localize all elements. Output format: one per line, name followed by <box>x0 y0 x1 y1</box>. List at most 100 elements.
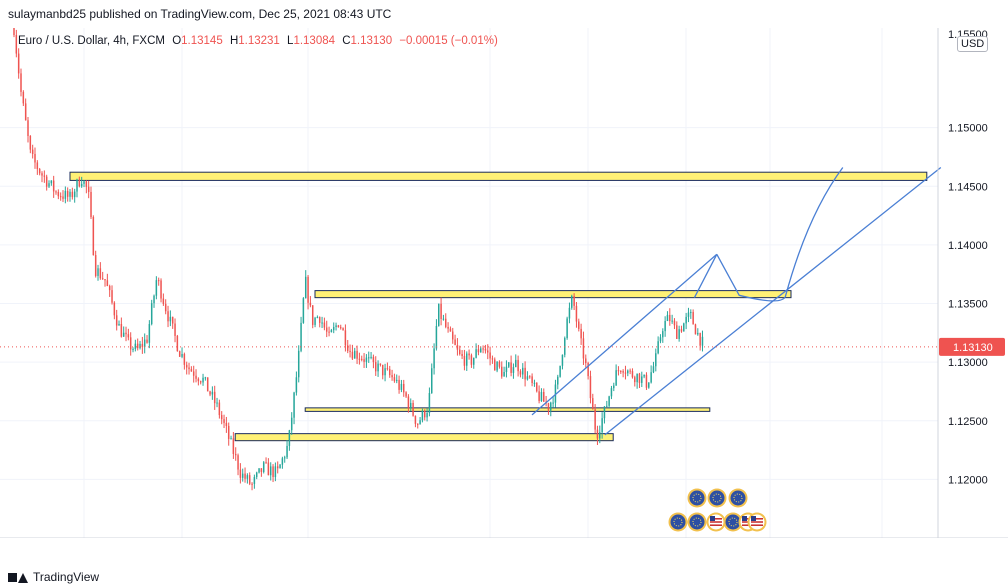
high-value: 1.13231 <box>238 35 280 47</box>
candle-body <box>223 419 225 423</box>
candle-body <box>351 351 354 359</box>
candle-body <box>360 358 363 360</box>
candle-body <box>533 382 536 384</box>
candle-body <box>664 321 666 332</box>
candle-body <box>666 314 669 322</box>
candle-body <box>218 402 221 416</box>
candle-body <box>463 355 466 366</box>
candle-body <box>157 280 160 282</box>
us-flag-icon[interactable] <box>747 512 767 532</box>
candle-body <box>617 370 620 372</box>
candle-body <box>620 370 622 372</box>
candle-body <box>353 350 356 359</box>
currency-badge[interactable]: USD <box>957 36 989 52</box>
tradingview-footer: TradingView <box>8 570 99 584</box>
candle-body <box>433 348 435 369</box>
candle-body <box>76 179 78 192</box>
candle-body <box>190 369 193 372</box>
candle-body <box>423 410 426 418</box>
candle-body <box>365 357 368 362</box>
candle-body <box>697 332 699 335</box>
price-chart[interactable]: 1.12000 1.12500 1.13000 1.13500 1.14000 1.145… <box>0 28 1008 538</box>
candle-body <box>202 377 204 383</box>
low-value: 1.13084 <box>293 35 336 47</box>
candle-body <box>288 430 291 446</box>
eu-flag-icon[interactable] <box>687 488 707 508</box>
candle-body <box>255 472 258 477</box>
candle-body <box>141 343 144 347</box>
eu-flag-icon[interactable] <box>728 488 748 508</box>
candle-body <box>678 329 680 339</box>
candle-body <box>55 191 57 193</box>
close-label: C <box>342 35 351 47</box>
candle-body <box>426 412 428 418</box>
candle-body <box>171 316 174 324</box>
open-label: O <box>172 35 182 47</box>
candle-body <box>251 483 253 485</box>
candle-body <box>482 348 484 350</box>
candle-body <box>169 316 172 322</box>
candle-body <box>473 357 475 365</box>
candle-body <box>225 422 228 426</box>
y-tick-label: 1.12000 <box>948 474 988 486</box>
candle-body <box>160 280 162 299</box>
event-icons[interactable] <box>668 488 767 532</box>
eu-flag-icon[interactable] <box>723 512 743 532</box>
candle-body <box>538 391 540 401</box>
candle-body <box>629 370 631 372</box>
candle-body <box>97 268 99 276</box>
candle-body <box>587 363 589 377</box>
candle-body <box>547 403 550 411</box>
candle-body <box>244 473 246 479</box>
candle-body <box>311 305 314 325</box>
candle-body <box>388 369 391 376</box>
us-flag-icon[interactable] <box>706 512 726 532</box>
candle-body <box>22 91 25 104</box>
symbol-label: Euro / U.S. Dollar, 4h, FXCM <box>18 35 165 47</box>
candle-body <box>487 350 489 353</box>
zones <box>69 171 928 442</box>
candle-body <box>456 344 459 350</box>
eu-flag-icon[interactable] <box>707 488 727 508</box>
candle-body <box>466 353 468 366</box>
candle-body <box>522 367 524 375</box>
candle-body <box>118 323 120 326</box>
candle-body <box>213 391 216 404</box>
candle-body <box>132 348 134 350</box>
candle-body <box>253 476 256 484</box>
candle-body <box>276 466 279 469</box>
candle-body <box>454 339 456 345</box>
eu-flag-icon[interactable] <box>687 512 707 532</box>
y-tick-label: 1.14000 <box>948 240 988 252</box>
candle-body <box>566 318 568 339</box>
candle-body <box>685 316 687 324</box>
candle-body <box>536 382 538 392</box>
candle-body <box>484 348 487 351</box>
candle-body <box>164 303 167 312</box>
candle-body <box>248 475 251 484</box>
candle-body <box>80 183 83 187</box>
candle-body <box>192 371 195 376</box>
candle-body <box>468 353 470 356</box>
candle-body <box>379 363 382 365</box>
candle-body <box>624 372 627 374</box>
chart-pane[interactable]: 1.12000 1.12500 1.13000 1.13500 1.14000 1.145… <box>0 28 1008 538</box>
candle-body <box>374 362 377 372</box>
candle-body <box>438 303 440 326</box>
candle-body <box>52 180 55 192</box>
candle-body <box>13 28 15 36</box>
flag-stars <box>673 517 683 527</box>
last-price-tag <box>939 337 1005 356</box>
candle-body <box>38 169 41 174</box>
candle-body <box>269 466 272 476</box>
flag-stars <box>728 517 738 527</box>
candle-body <box>318 317 321 323</box>
candle-body <box>445 318 447 327</box>
candle-body <box>309 302 312 306</box>
eu-flag-icon[interactable] <box>668 512 688 532</box>
candle-body <box>134 343 137 349</box>
candle-body <box>283 457 286 459</box>
candle-body <box>34 153 36 163</box>
publish-info: sulaymanbd25 published on TradingView.co… <box>8 7 392 21</box>
candle-body <box>398 379 400 390</box>
